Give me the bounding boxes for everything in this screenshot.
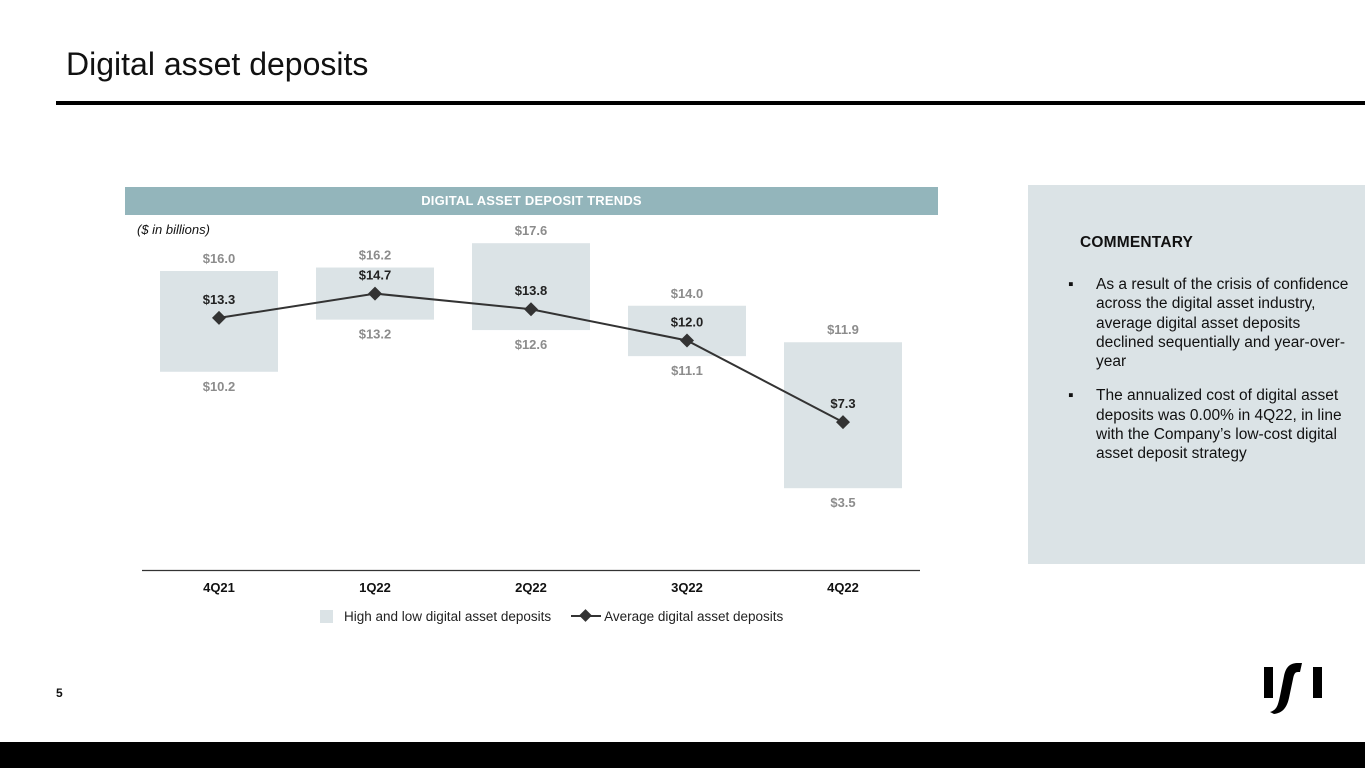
bullet-icon: ▪ — [1068, 387, 1074, 405]
high-label: $17.6 — [515, 223, 548, 238]
title-divider — [56, 101, 1365, 105]
x-tick-label: 4Q21 — [203, 580, 235, 595]
commentary-item: ▪ As a result of the crisis of confidence… — [1068, 275, 1358, 371]
commentary-panel: COMMENTARY ▪ As a result of the crisis of… — [1028, 185, 1365, 564]
average-marker — [524, 302, 538, 317]
company-logo-icon — [1264, 663, 1322, 714]
average-label: $14.7 — [359, 268, 392, 283]
high-label: $16.0 — [203, 251, 236, 266]
commentary-list: ▪ As a result of the crisis of confidence… — [1068, 275, 1358, 479]
commentary-item-text: The annualized cost of digital asset dep… — [1096, 387, 1342, 463]
average-marker — [212, 310, 226, 325]
average-label: $12.0 — [671, 315, 704, 330]
low-label: $11.1 — [671, 363, 703, 378]
average-marker — [680, 333, 694, 348]
commentary-item: ▪ The annualized cost of digital asset de… — [1068, 386, 1358, 463]
x-tick-label: 3Q22 — [671, 580, 703, 595]
high-label: $14.0 — [671, 286, 704, 301]
low-label: $3.5 — [830, 495, 855, 510]
high-label: $16.2 — [359, 248, 392, 263]
bullet-icon: ▪ — [1068, 276, 1074, 293]
high-label: $11.9 — [827, 322, 859, 337]
commentary-title: COMMENTARY — [1080, 234, 1194, 251]
range-bar — [628, 305, 746, 357]
x-tick-label: 4Q22 — [827, 580, 859, 595]
average-marker — [836, 415, 850, 430]
average-label: $13.3 — [203, 292, 236, 307]
low-label: $12.6 — [515, 337, 548, 352]
chart-subtitle: ($ in billions) — [137, 222, 210, 237]
footer-bar — [0, 742, 1365, 768]
commentary-item-text: As a result of the crisis of confidence … — [1096, 276, 1349, 371]
low-label: $10.2 — [203, 379, 236, 394]
legend-average-swatch — [571, 609, 602, 623]
x-tick-label: 2Q22 — [515, 580, 547, 595]
page-number: 5 — [56, 686, 63, 700]
average-label: $7.3 — [830, 396, 855, 411]
legend-range-swatch — [320, 609, 333, 623]
low-label: $13.2 — [359, 327, 392, 342]
chart-title: DIGITAL ASSET DEPOSIT TRENDS — [125, 187, 938, 215]
chart-legend: High and low digital asset deposits Aver… — [320, 607, 783, 625]
x-tick-label: 1Q22 — [359, 580, 391, 595]
legend-range-label: High and low digital asset deposits — [344, 608, 552, 624]
legend-average-label: Average digital asset deposits — [604, 608, 784, 624]
page-title: Digital asset deposits — [66, 46, 369, 82]
average-marker — [368, 286, 382, 301]
average-label: $13.8 — [515, 283, 548, 298]
